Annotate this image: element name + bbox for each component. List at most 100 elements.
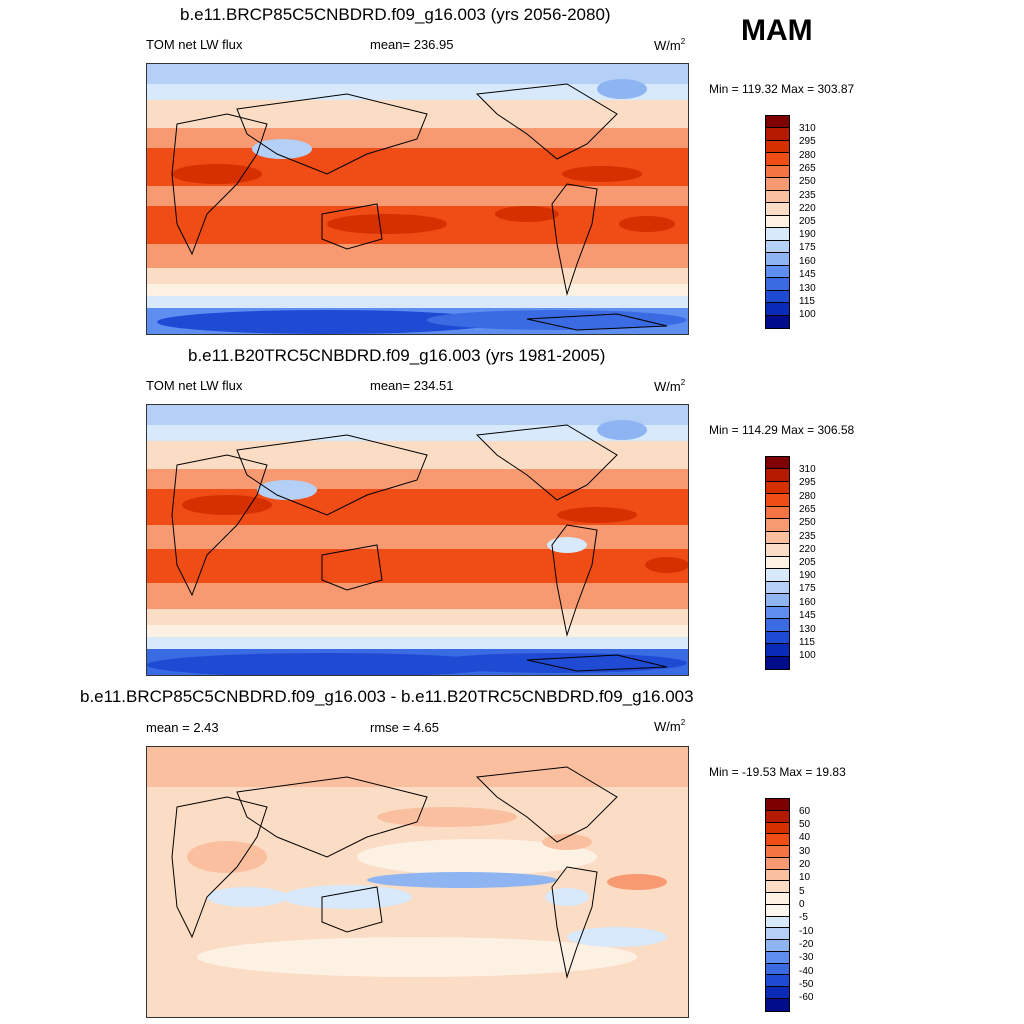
panel3-rmse-label: rmse = 4.65 xyxy=(370,720,440,735)
colorbar-swatch xyxy=(766,165,789,179)
colorbar-swatch xyxy=(766,834,789,847)
panel1-legend-label: 250 xyxy=(799,176,816,187)
panel1-units: W/m2 xyxy=(654,37,686,53)
panel3-legend-label: -40 xyxy=(799,966,814,977)
panel1-minmax: Min = 119.32 Max = 303.87 xyxy=(709,82,855,96)
panel2-legend-label: 310 xyxy=(799,464,816,475)
colorbar-swatch xyxy=(766,857,789,870)
panel2-units: W/m2 xyxy=(654,378,686,394)
panel1-legend-label: 160 xyxy=(799,256,816,267)
colorbar-swatch xyxy=(766,240,789,254)
panel3-legend-label: 60 xyxy=(799,806,811,817)
colorbar-swatch xyxy=(766,457,789,470)
panel3-legend-label: 5 xyxy=(799,886,805,897)
panel3-mean-label: mean = 2.43 xyxy=(146,720,219,735)
colorbar-swatch xyxy=(766,581,789,595)
colorbar-swatch xyxy=(766,606,789,620)
panel1-title: b.e11.BRCP85C5CNBDRD.f09_g16.003 (yrs 20… xyxy=(180,5,611,24)
colorbar-swatch xyxy=(766,916,789,929)
panel2-title: b.e11.B20TRC5CNBDRD.f09_g16.003 (yrs 198… xyxy=(188,346,606,365)
panel2-legend-label: 250 xyxy=(799,517,816,528)
colorbar-swatch xyxy=(766,869,789,882)
colorbar-swatch xyxy=(766,178,789,191)
colorbar-swatch xyxy=(766,987,789,1000)
colorbar-swatch xyxy=(766,506,789,520)
panel3-legend-label: 50 xyxy=(799,819,811,830)
panel1-legend-label: 220 xyxy=(799,203,816,214)
panel1-legend-label: 145 xyxy=(799,269,816,280)
panel3-legend-label: 20 xyxy=(799,859,811,870)
colorbar-swatch xyxy=(766,278,789,291)
panel3-legend-label: 10 xyxy=(799,872,811,883)
panel1-colorbar xyxy=(765,115,790,329)
panel3-title: b.e11.BRCP85C5CNBDRD.f09_g16.003 - b.e11… xyxy=(80,687,694,706)
panel1-legend-label: 205 xyxy=(799,216,816,227)
colorbar-swatch xyxy=(766,822,789,835)
colorbar-swatch xyxy=(766,644,789,657)
panel1-legend-label: 280 xyxy=(799,150,816,161)
colorbar-swatch xyxy=(766,928,789,941)
panel1-variable-label: TOM net LW flux xyxy=(146,37,243,52)
panel2-legend-label: 100 xyxy=(799,650,816,661)
colorbar-swatch xyxy=(766,846,789,858)
colorbar-swatch xyxy=(766,940,789,952)
panel1-legend-label: 310 xyxy=(799,123,816,134)
panel1-map-svg xyxy=(147,64,688,334)
colorbar-swatch xyxy=(766,116,789,129)
colorbar-swatch xyxy=(766,290,789,304)
panel2-legend-label: 175 xyxy=(799,583,816,594)
colorbar-swatch xyxy=(766,140,789,154)
panel1-legend-label: 190 xyxy=(799,229,816,240)
panel1-legend-label: 175 xyxy=(799,242,816,253)
panel3-map-svg xyxy=(147,747,688,1017)
panel1-mean-label: mean= 236.95 xyxy=(370,37,454,52)
panel1-legend-label: 100 xyxy=(799,309,816,320)
colorbar-swatch xyxy=(766,265,789,279)
colorbar-swatch xyxy=(766,253,789,266)
colorbar-swatch xyxy=(766,631,789,645)
panel2-legend-label: 295 xyxy=(799,477,816,488)
panel2-variable-label: TOM net LW flux xyxy=(146,378,243,393)
panel3-legend-label: 0 xyxy=(799,899,805,910)
colorbar-swatch xyxy=(766,544,789,557)
colorbar-swatch xyxy=(766,619,789,632)
colorbar-swatch xyxy=(766,810,789,823)
season-label: MAM xyxy=(741,14,813,47)
panel1-legend-label: 130 xyxy=(799,283,816,294)
panel3-legend-label: -10 xyxy=(799,926,814,937)
panel1-legend-label: 295 xyxy=(799,136,816,147)
colorbar-swatch xyxy=(766,519,789,532)
panel3-legend-label: -5 xyxy=(799,912,808,923)
colorbar-swatch xyxy=(766,494,789,507)
colorbar-swatch xyxy=(766,556,789,570)
colorbar-swatch xyxy=(766,128,789,141)
panel3-units: W/m2 xyxy=(654,718,686,734)
colorbar-swatch xyxy=(766,881,789,894)
colorbar-swatch xyxy=(766,469,789,482)
panel2-minmax: Min = 114.29 Max = 306.58 xyxy=(709,423,855,437)
panel2-legend-label: 205 xyxy=(799,557,816,568)
panel3-map xyxy=(146,746,689,1018)
panel2-mean-label: mean= 234.51 xyxy=(370,378,454,393)
panel3-minmax: Min = -19.53 Max = 19.83 xyxy=(709,765,846,779)
colorbar-swatch xyxy=(766,999,789,1011)
panel1-legend-label: 265 xyxy=(799,163,816,174)
panel2-legend-label: 235 xyxy=(799,531,816,542)
panel2-map xyxy=(146,404,689,676)
panel1-map xyxy=(146,63,689,335)
panel2-legend-label: 130 xyxy=(799,624,816,635)
colorbar-swatch xyxy=(766,656,789,669)
panel1-legend-label: 115 xyxy=(799,296,815,307)
panel3-legend-label: -60 xyxy=(799,992,814,1003)
colorbar-swatch xyxy=(766,893,789,905)
colorbar-swatch xyxy=(766,153,789,166)
colorbar-swatch xyxy=(766,951,789,964)
panel3-legend-label: 40 xyxy=(799,832,811,843)
colorbar-swatch xyxy=(766,594,789,607)
panel3-legend-label: -30 xyxy=(799,952,814,963)
colorbar-swatch xyxy=(766,481,789,495)
panel3-colorbar xyxy=(765,798,790,1012)
panel2-legend-label: 190 xyxy=(799,570,816,581)
panel2-legend-label: 265 xyxy=(799,504,816,515)
colorbar-swatch xyxy=(766,203,789,216)
